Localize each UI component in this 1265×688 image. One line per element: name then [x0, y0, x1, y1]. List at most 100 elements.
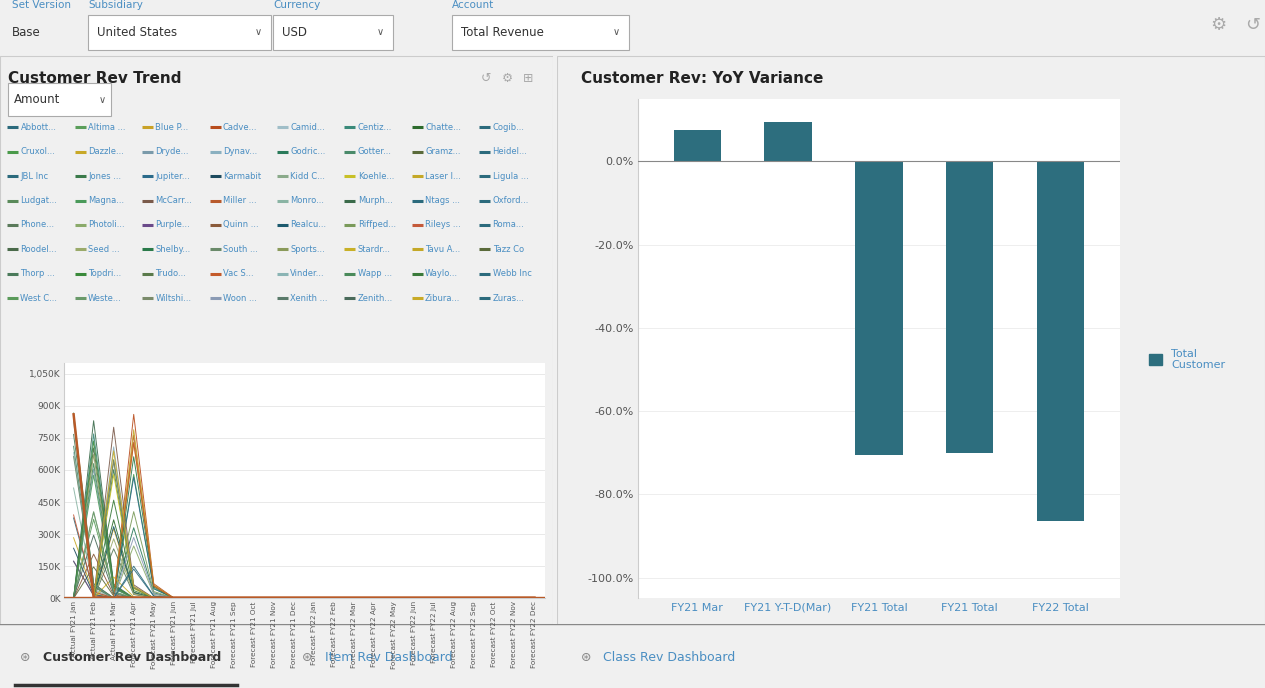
Text: Gramz...: Gramz...	[425, 147, 460, 156]
Text: ∨: ∨	[99, 94, 106, 105]
Text: Blue P...: Blue P...	[156, 123, 188, 132]
Text: Phone...: Phone...	[20, 220, 54, 230]
FancyBboxPatch shape	[9, 83, 110, 116]
Text: Currency: Currency	[273, 0, 320, 10]
Text: Monro...: Monro...	[290, 196, 324, 205]
Text: Base: Base	[11, 26, 40, 39]
FancyBboxPatch shape	[89, 14, 272, 50]
Text: ⊛: ⊛	[581, 651, 591, 664]
Text: Cogib...: Cogib...	[492, 123, 525, 132]
Text: Laser I...: Laser I...	[425, 172, 460, 181]
Text: Ntags ...: Ntags ...	[425, 196, 460, 205]
Text: Riffped...: Riffped...	[358, 220, 396, 230]
Text: Wiltshi...: Wiltshi...	[156, 294, 191, 303]
Text: Godric...: Godric...	[290, 147, 325, 156]
Text: Purple...: Purple...	[156, 220, 190, 230]
Text: Karmabit: Karmabit	[223, 172, 261, 181]
Text: Rileys ...: Rileys ...	[425, 220, 460, 230]
Text: Shelby...: Shelby...	[156, 245, 191, 254]
Text: Weste...: Weste...	[87, 294, 121, 303]
Text: Tazz Co: Tazz Co	[492, 245, 524, 254]
Text: Zuras...: Zuras...	[492, 294, 525, 303]
Text: Zenith...: Zenith...	[358, 294, 393, 303]
Text: Tavu A...: Tavu A...	[425, 245, 460, 254]
Text: ⊛: ⊛	[302, 651, 312, 664]
Text: Vinder...: Vinder...	[290, 269, 325, 279]
Text: Trudo...: Trudo...	[156, 269, 186, 279]
Text: Gotter...: Gotter...	[358, 147, 392, 156]
Text: Murph...: Murph...	[358, 196, 392, 205]
Text: Wapp ...: Wapp ...	[358, 269, 392, 279]
Text: Webb Inc: Webb Inc	[492, 269, 531, 279]
Text: Xenith ...: Xenith ...	[290, 294, 328, 303]
Text: Kidd C...: Kidd C...	[290, 172, 325, 181]
Text: Photoli...: Photoli...	[87, 220, 124, 230]
Text: Customer Rev Trend: Customer Rev Trend	[9, 71, 182, 85]
Text: Jupiter...: Jupiter...	[156, 172, 190, 181]
Text: Heidel...: Heidel...	[492, 147, 528, 156]
Legend: Total
Customer: Total Customer	[1145, 344, 1230, 375]
Text: United States: United States	[97, 25, 177, 39]
Text: Dynav...: Dynav...	[223, 147, 257, 156]
Text: Thorp ...: Thorp ...	[20, 269, 56, 279]
Text: Seed ...: Seed ...	[87, 245, 119, 254]
Text: Roodel...: Roodel...	[20, 245, 57, 254]
Bar	[1037, 162, 1084, 522]
Text: Set Version: Set Version	[11, 0, 71, 10]
Text: Oxford...: Oxford...	[492, 196, 529, 205]
Text: Vac S...: Vac S...	[223, 269, 253, 279]
Text: Total Revenue: Total Revenue	[460, 25, 544, 39]
Text: Woon ...: Woon ...	[223, 294, 257, 303]
Text: Jones ...: Jones ...	[87, 172, 121, 181]
Text: Roma...: Roma...	[492, 220, 524, 230]
Text: McCarr...: McCarr...	[156, 196, 192, 205]
Text: Waylo...: Waylo...	[425, 269, 458, 279]
FancyBboxPatch shape	[273, 14, 393, 50]
Text: ↺: ↺	[1245, 17, 1260, 34]
Bar	[764, 122, 812, 162]
Text: Magna...: Magna...	[87, 196, 124, 205]
Text: Zibura...: Zibura...	[425, 294, 460, 303]
Text: Stardr...: Stardr...	[358, 245, 391, 254]
Text: ⚙: ⚙	[1211, 17, 1226, 34]
Text: ∨: ∨	[612, 27, 620, 37]
Text: Miller ...: Miller ...	[223, 196, 257, 205]
Text: Chatte...: Chatte...	[425, 123, 462, 132]
Text: Customer Rev Dashboard: Customer Rev Dashboard	[43, 651, 221, 664]
Text: Ligula ...: Ligula ...	[492, 172, 529, 181]
Text: Realcu...: Realcu...	[290, 220, 326, 230]
Text: South ...: South ...	[223, 245, 258, 254]
Text: Customer Rev: YoY Variance: Customer Rev: YoY Variance	[582, 71, 824, 85]
FancyBboxPatch shape	[452, 14, 629, 50]
Text: Cruxol...: Cruxol...	[20, 147, 56, 156]
Text: ∨: ∨	[256, 27, 262, 37]
Text: JBL Inc: JBL Inc	[20, 172, 48, 181]
Bar	[673, 130, 721, 162]
Text: Account: Account	[452, 0, 495, 10]
Text: ∨: ∨	[377, 27, 385, 37]
Text: West C...: West C...	[20, 294, 57, 303]
Bar	[63, 597, 544, 599]
Text: Ludgat...: Ludgat...	[20, 196, 57, 205]
Bar	[855, 162, 902, 455]
Text: Koehle...: Koehle...	[358, 172, 393, 181]
Text: USD: USD	[282, 25, 307, 39]
Text: Amount: Amount	[14, 93, 61, 106]
Text: Dryde...: Dryde...	[156, 147, 188, 156]
Text: ⊞: ⊞	[522, 72, 533, 85]
Text: Camid...: Camid...	[290, 123, 325, 132]
Text: ↺: ↺	[481, 72, 491, 85]
Text: Class Rev Dashboard: Class Rev Dashboard	[603, 651, 736, 664]
Text: Topdri...: Topdri...	[87, 269, 121, 279]
Text: Centiz...: Centiz...	[358, 123, 392, 132]
Text: ⚙: ⚙	[502, 72, 514, 85]
Text: Item Rev Dashboard: Item Rev Dashboard	[325, 651, 453, 664]
Text: Subsidiary: Subsidiary	[89, 0, 143, 10]
Text: Sports...: Sports...	[290, 245, 325, 254]
Text: ⊛: ⊛	[20, 651, 30, 664]
Text: Quinn ...: Quinn ...	[223, 220, 258, 230]
Text: Dazzle...: Dazzle...	[87, 147, 124, 156]
Text: Cadve...: Cadve...	[223, 123, 257, 132]
Text: Abbott...: Abbott...	[20, 123, 57, 132]
Text: Altima ...: Altima ...	[87, 123, 125, 132]
